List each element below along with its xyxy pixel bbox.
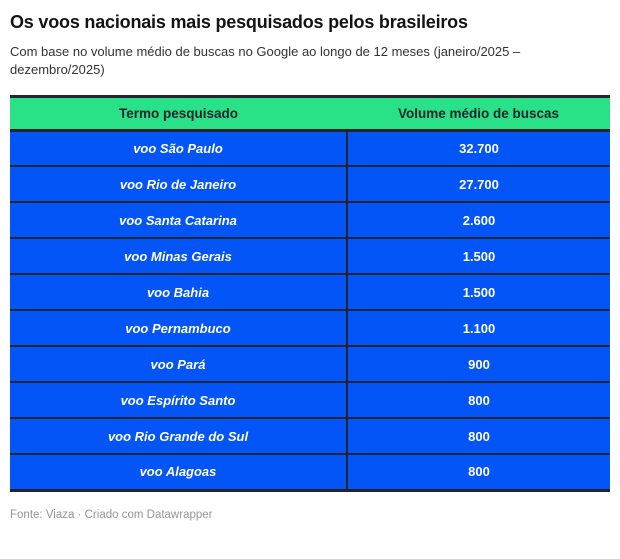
volume-cell: 32.700 bbox=[347, 130, 610, 167]
column-header-term: Termo pesquisado bbox=[10, 96, 347, 132]
attribution: Fonte: Viaza · Criado com Datawrapper bbox=[10, 509, 610, 521]
term-cell: voo Rio de Janeiro bbox=[10, 166, 348, 203]
table-row: voo Rio de Janeiro 27.700 bbox=[10, 166, 610, 203]
source-label: Fonte: bbox=[10, 508, 43, 521]
volume-cell: 27.700 bbox=[347, 166, 610, 203]
volume-cell: 1.100 bbox=[347, 310, 610, 347]
table-row: voo Pará 900 bbox=[10, 346, 610, 383]
term-cell: voo São Paulo bbox=[10, 130, 348, 167]
table-row: voo Rio Grande do Sul 800 bbox=[10, 418, 610, 455]
table-body: voo São Paulo 32.700 voo Rio de Janeiro … bbox=[10, 130, 610, 490]
volume-cell: 800 bbox=[347, 454, 610, 490]
term-cell: voo Rio Grande do Sul bbox=[10, 418, 348, 455]
datawrapper-embed: Os voos nacionais mais pesquisados pelos… bbox=[0, 12, 620, 521]
datawrapper-link[interactable]: Datawrapper bbox=[146, 508, 213, 521]
volume-cell: 800 bbox=[347, 418, 610, 455]
table-header-row: Termo pesquisado Volume médio de buscas bbox=[10, 96, 610, 132]
term-cell: voo Bahia bbox=[10, 274, 348, 311]
page-subtitle: Com base no volume médio de buscas no Go… bbox=[10, 43, 521, 78]
attribution-separator: · bbox=[77, 508, 82, 521]
table-row: voo Espírito Santo 800 bbox=[10, 382, 610, 419]
volume-cell: 1.500 bbox=[347, 274, 610, 311]
source-link[interactable]: Viaza bbox=[45, 508, 75, 521]
column-header-volume: Volume médio de buscas bbox=[347, 96, 610, 132]
page-title: Os voos nacionais mais pesquisados pelos… bbox=[10, 12, 468, 32]
term-cell: voo Santa Catarina bbox=[10, 202, 348, 239]
table-row: voo Alagoas 800 bbox=[10, 454, 610, 490]
table-row: voo Bahia 1.500 bbox=[10, 274, 610, 311]
search-volume-table: Termo pesquisado Volume médio de buscas … bbox=[10, 94, 610, 492]
table-row: voo Minas Gerais 1.500 bbox=[10, 238, 610, 275]
table-row: voo São Paulo 32.700 bbox=[10, 130, 610, 167]
volume-cell: 1.500 bbox=[347, 238, 610, 275]
volume-cell: 800 bbox=[347, 382, 610, 419]
term-cell: voo Espírito Santo bbox=[10, 382, 348, 419]
term-cell: voo Pernambuco bbox=[10, 310, 348, 347]
volume-cell: 900 bbox=[347, 346, 610, 383]
term-cell: voo Alagoas bbox=[10, 454, 348, 490]
volume-cell: 2.600 bbox=[347, 202, 610, 239]
term-cell: voo Minas Gerais bbox=[10, 238, 348, 275]
term-cell: voo Pará bbox=[10, 346, 348, 383]
table-row: voo Pernambuco 1.100 bbox=[10, 310, 610, 347]
table-row: voo Santa Catarina 2.600 bbox=[10, 202, 610, 239]
credit-prefix: Criado com bbox=[84, 508, 144, 521]
